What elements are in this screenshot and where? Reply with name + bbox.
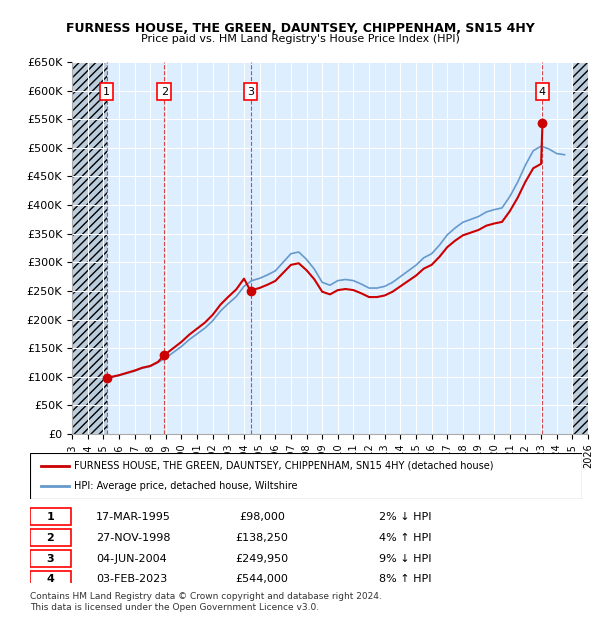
Bar (72, 62, 107, 434)
Text: 03-FEB-2023: 03-FEB-2023 (96, 575, 167, 585)
Text: 2: 2 (161, 87, 168, 97)
Text: 17-MAR-1995: 17-MAR-1995 (96, 512, 171, 521)
Text: 04-JUN-2004: 04-JUN-2004 (96, 554, 167, 564)
Text: 3: 3 (247, 87, 254, 97)
Text: 4: 4 (46, 575, 55, 585)
Text: Price paid vs. HM Land Registry's House Price Index (HPI): Price paid vs. HM Land Registry's House … (140, 34, 460, 44)
Text: £544,000: £544,000 (235, 575, 288, 585)
Text: Contains HM Land Registry data © Crown copyright and database right 2024.
This d: Contains HM Land Registry data © Crown c… (30, 592, 382, 611)
Text: HPI: Average price, detached house, Wiltshire: HPI: Average price, detached house, Wilt… (74, 481, 298, 491)
Text: 9% ↓ HPI: 9% ↓ HPI (379, 554, 431, 564)
Text: 1: 1 (47, 512, 54, 521)
Text: £98,000: £98,000 (239, 512, 285, 521)
Text: 1: 1 (103, 87, 110, 97)
Text: 4% ↑ HPI: 4% ↑ HPI (379, 533, 431, 542)
Text: 8% ↑ HPI: 8% ↑ HPI (379, 575, 431, 585)
Text: FURNESS HOUSE, THE GREEN, DAUNTSEY, CHIPPENHAM, SN15 4HY (detached house): FURNESS HOUSE, THE GREEN, DAUNTSEY, CHIP… (74, 461, 494, 471)
Text: £249,950: £249,950 (235, 554, 289, 564)
Text: 27-NOV-1998: 27-NOV-1998 (96, 533, 171, 542)
Text: 3: 3 (47, 554, 54, 564)
Text: 4: 4 (539, 87, 546, 97)
FancyBboxPatch shape (30, 571, 71, 588)
Text: 2% ↓ HPI: 2% ↓ HPI (379, 512, 431, 521)
FancyBboxPatch shape (30, 508, 71, 525)
FancyBboxPatch shape (30, 529, 71, 546)
Bar (572, 62, 588, 434)
Text: FURNESS HOUSE, THE GREEN, DAUNTSEY, CHIPPENHAM, SN15 4HY: FURNESS HOUSE, THE GREEN, DAUNTSEY, CHIP… (65, 22, 535, 35)
FancyBboxPatch shape (30, 550, 71, 567)
Text: 2: 2 (47, 533, 54, 542)
Text: £138,250: £138,250 (235, 533, 288, 542)
